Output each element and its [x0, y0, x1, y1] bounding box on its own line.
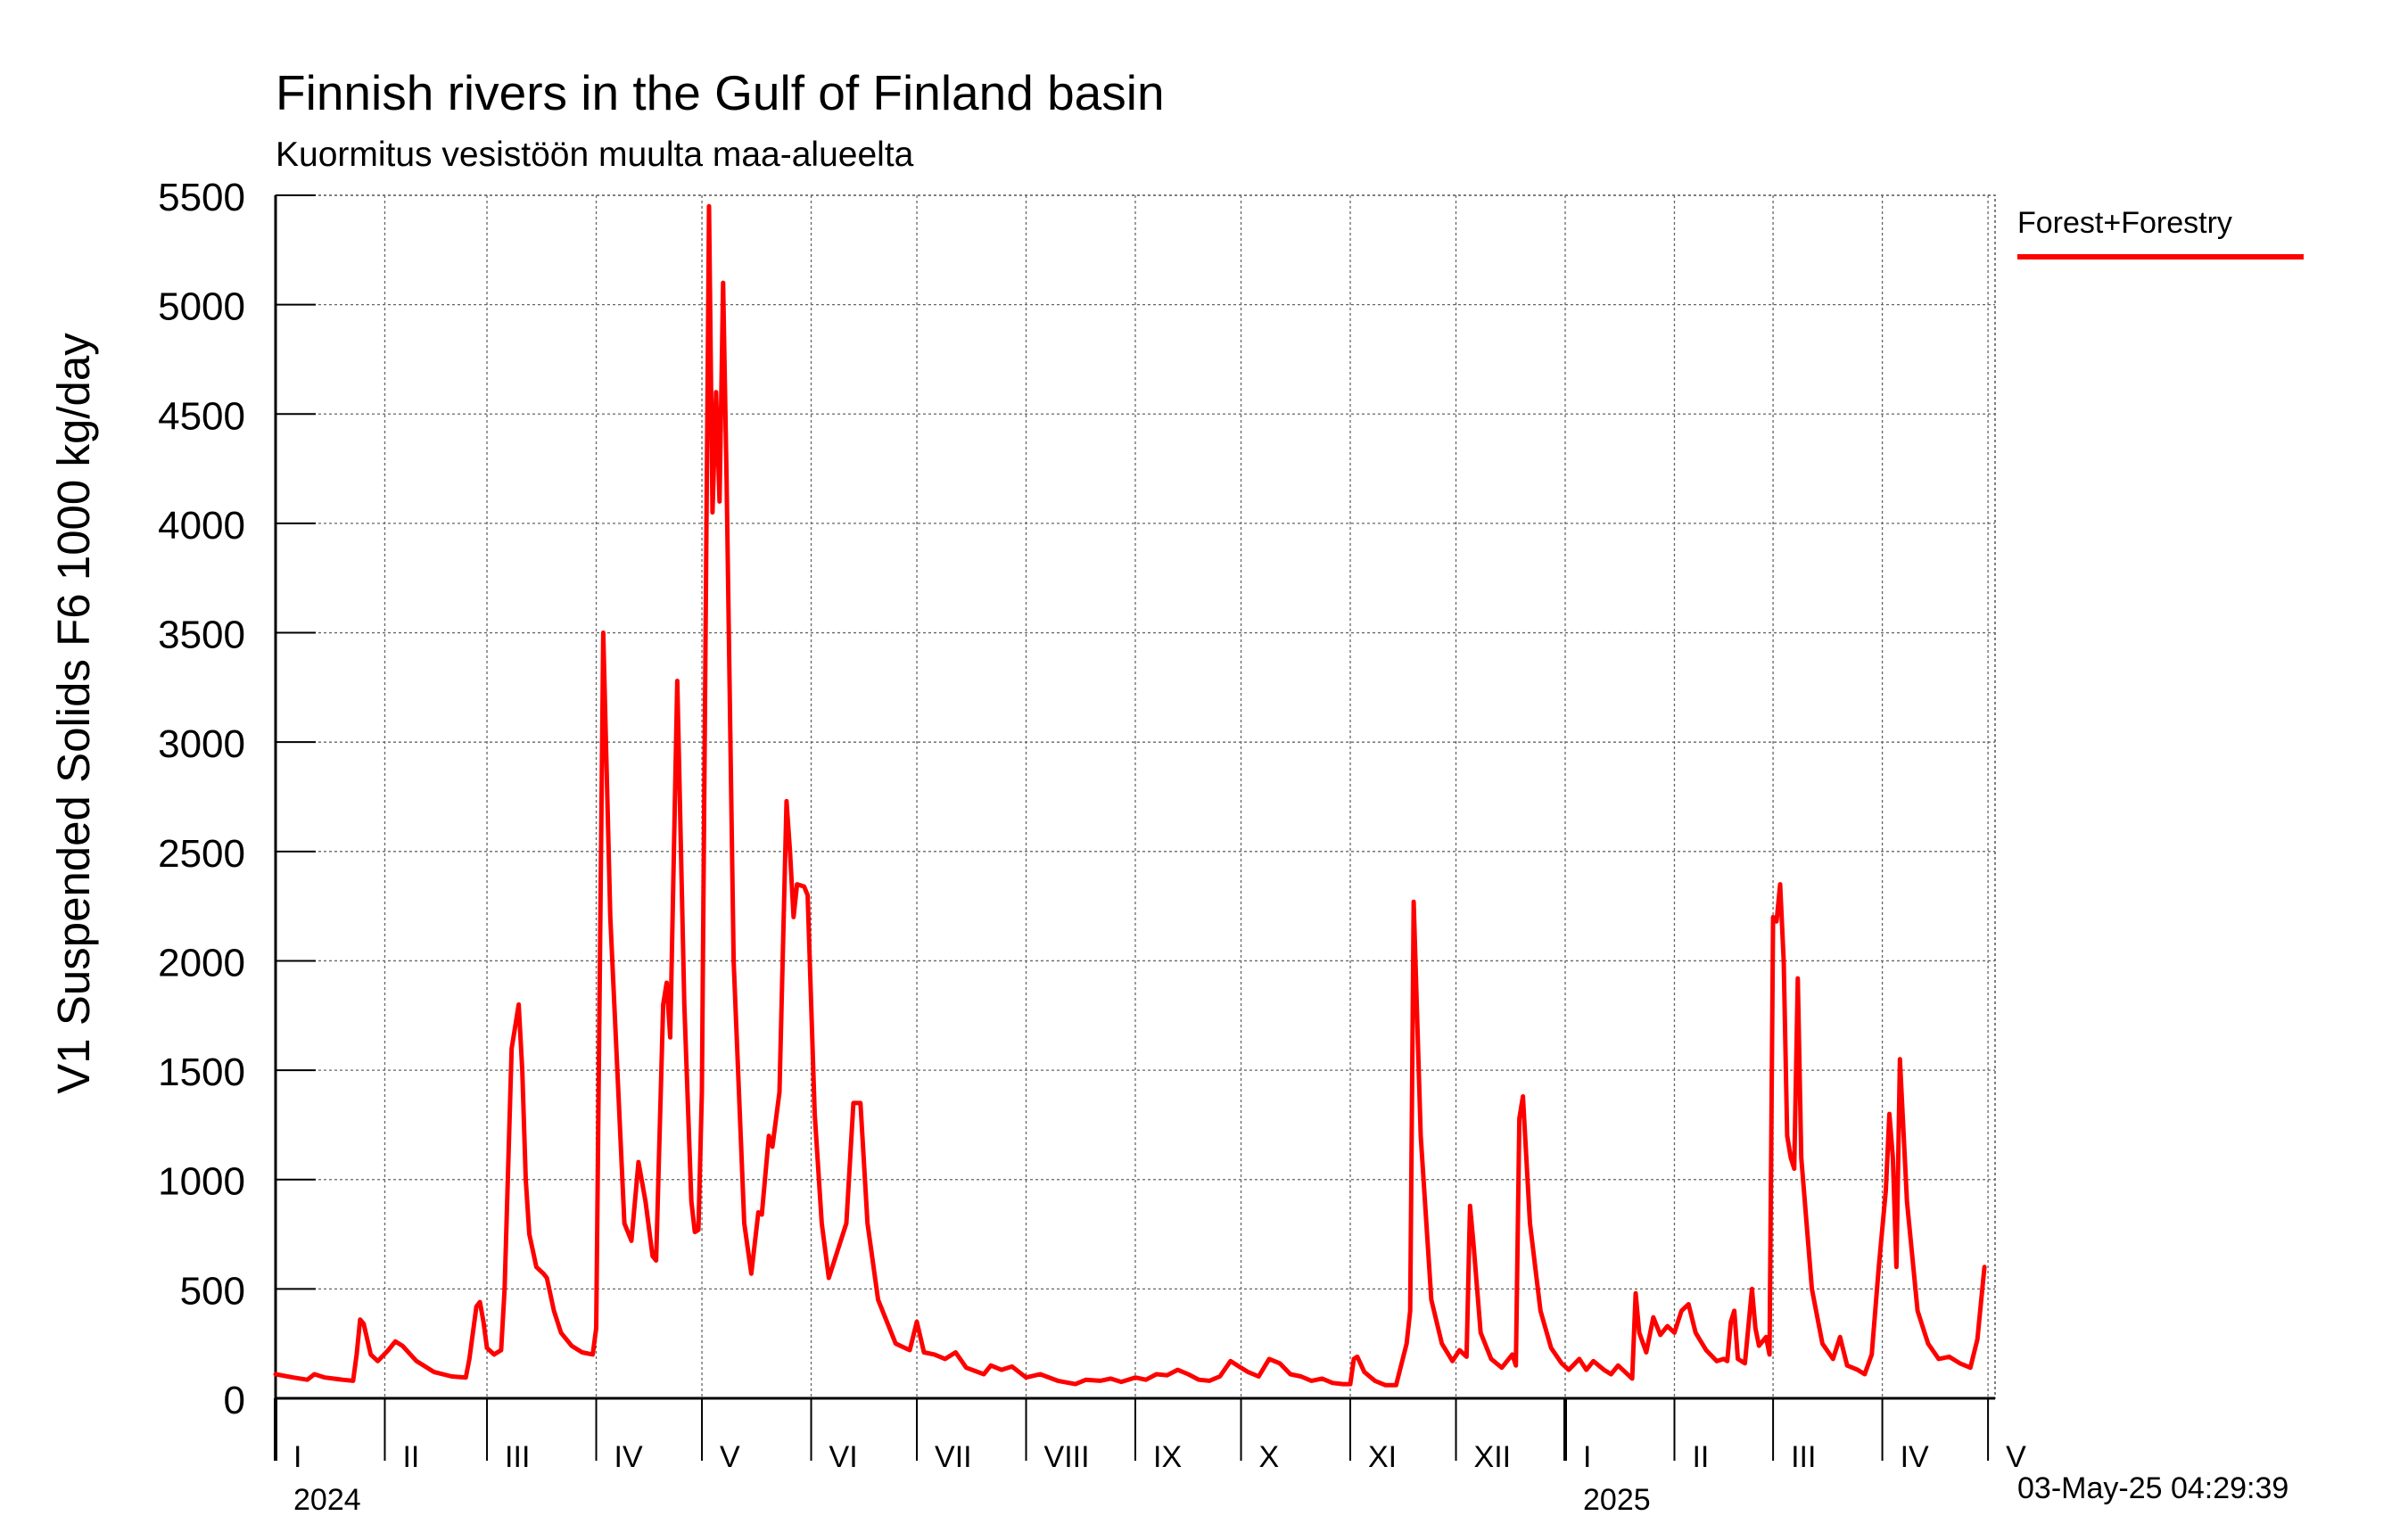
month-label: XI	[1368, 1440, 1397, 1474]
grid	[275, 194, 1996, 1399]
y-tick-label: 2000	[158, 941, 245, 985]
timestamp: 03-May-25 04:29:39	[2017, 1471, 2289, 1505]
legend-label: Forest+Forestry	[2017, 206, 2232, 240]
chart-title: Finnish rivers in the Gulf of Finland ba…	[276, 65, 1165, 120]
month-labels: I II III IV V VI VII VIII IX X XI XII I II III IV V	[293, 1440, 2026, 1474]
y-tick-label: 2500	[158, 832, 245, 876]
y-tick-label: 1000	[158, 1160, 245, 1204]
month-label: II	[402, 1440, 419, 1474]
y-tick-label: 4000	[158, 504, 245, 548]
y-tick-label: 5500	[158, 176, 245, 219]
y-tick-label: 1500	[158, 1050, 245, 1094]
y-axis-label: V1 Suspended Solids F6 1000 kg/day	[48, 333, 99, 1094]
month-label: I	[1583, 1440, 1591, 1474]
month-label: III	[505, 1440, 530, 1474]
y-tick-label: 4500	[158, 394, 245, 438]
month-label: VIII	[1044, 1440, 1090, 1474]
axes	[274, 194, 1995, 1461]
month-label: V	[2006, 1440, 2026, 1474]
year-labels: 2024 2025	[293, 1483, 1651, 1516]
month-label: II	[1692, 1440, 1709, 1474]
month-label: I	[293, 1440, 301, 1474]
month-label: X	[1259, 1440, 1280, 1474]
chart-subtitle: Kuormitus vesistöön muulta maa-alueelta	[276, 136, 914, 174]
y-tick-label: 3500	[158, 614, 245, 657]
month-label: IV	[614, 1440, 643, 1474]
month-label: V	[720, 1440, 740, 1474]
year-label: 2024	[293, 1483, 361, 1516]
month-label: XII	[1474, 1440, 1512, 1474]
month-label: VII	[935, 1440, 972, 1474]
month-label: III	[1791, 1440, 1816, 1474]
y-tick-label: 500	[180, 1269, 245, 1313]
series-line	[273, 203, 1987, 1388]
month-label: IV	[1901, 1440, 1929, 1474]
y-tick-label: 5000	[158, 285, 245, 329]
y-tick-labels: 0 500 1000 1500 2000 2500 3000 3500 4000 4500 5000…	[158, 176, 245, 1422]
y-tick-label: 0	[224, 1379, 245, 1422]
y-tick-label: 3000	[158, 722, 245, 766]
series-layer	[273, 203, 1987, 1388]
month-label: VI	[829, 1440, 858, 1474]
year-label: 2025	[1583, 1483, 1651, 1516]
month-label: IX	[1153, 1440, 1182, 1474]
